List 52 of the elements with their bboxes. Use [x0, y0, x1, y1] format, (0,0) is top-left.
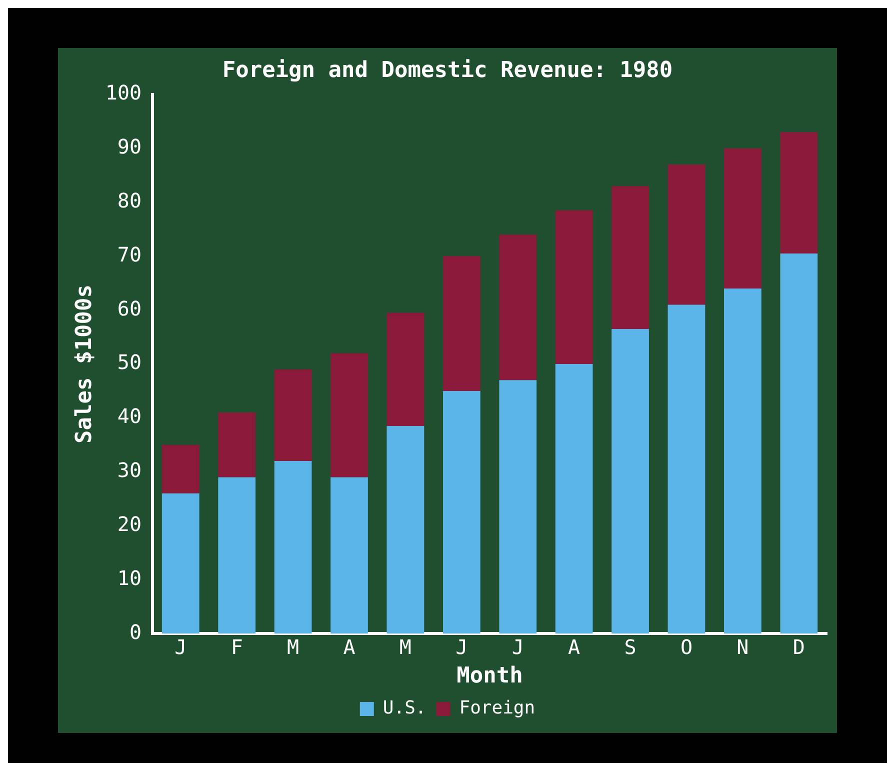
- bar: [612, 328, 649, 634]
- bar: [274, 461, 312, 634]
- y-tick-label: 0: [129, 620, 142, 644]
- bar: [442, 256, 480, 391]
- bar: [330, 477, 368, 634]
- bar: [162, 444, 200, 494]
- x-tick-label: N: [736, 634, 749, 659]
- x-tick-label: A: [343, 634, 356, 659]
- x-tick-label: S: [624, 634, 636, 659]
- y-tick-label: 20: [117, 512, 142, 536]
- y-tick-label: 80: [117, 188, 142, 212]
- x-tick-label: D: [792, 634, 805, 659]
- y-tick-label: 30: [117, 458, 142, 482]
- x-tick-label: J: [456, 634, 468, 659]
- bar: [668, 304, 706, 634]
- x-tick-label: J: [512, 634, 524, 659]
- bar: [555, 210, 593, 364]
- legend-label: Foreign: [459, 698, 536, 719]
- bar: [330, 353, 368, 478]
- bar: [386, 426, 424, 634]
- y-tick-label: 90: [117, 134, 142, 159]
- bar: [218, 412, 256, 478]
- bar: [162, 493, 200, 634]
- y-tick-label: 40: [117, 404, 142, 428]
- x-tick-label: A: [568, 634, 580, 659]
- bar: [499, 380, 537, 634]
- chart-title: Foreign and Domestic Revenue: 1980: [222, 58, 673, 83]
- x-axis-title: Month: [456, 664, 523, 689]
- bar: [612, 186, 649, 329]
- x-tick-label: M: [399, 634, 412, 659]
- bar: [668, 164, 706, 305]
- x-tick-label: F: [230, 634, 243, 659]
- bar: [780, 132, 818, 254]
- bar: [386, 312, 424, 426]
- bar: [724, 288, 762, 634]
- bar: [555, 364, 593, 634]
- bar: [780, 253, 818, 634]
- legend-label: U.S.: [382, 698, 426, 719]
- y-tick-label: 50: [117, 350, 142, 374]
- x-tick-label: M: [287, 634, 300, 659]
- bar: [724, 148, 762, 289]
- y-tick-label: 10: [117, 566, 142, 590]
- bar: [218, 477, 256, 634]
- x-tick-label: O: [680, 634, 693, 659]
- bar: [499, 234, 537, 380]
- y-axis-title: Sales $1000s: [72, 284, 97, 444]
- y-tick-label: 60: [117, 296, 142, 320]
- y-tick-label: 70: [117, 242, 142, 266]
- x-tick-label: J: [174, 634, 187, 659]
- bar: [442, 390, 480, 634]
- bar: [274, 369, 312, 462]
- y-tick-label: 100: [105, 80, 142, 105]
